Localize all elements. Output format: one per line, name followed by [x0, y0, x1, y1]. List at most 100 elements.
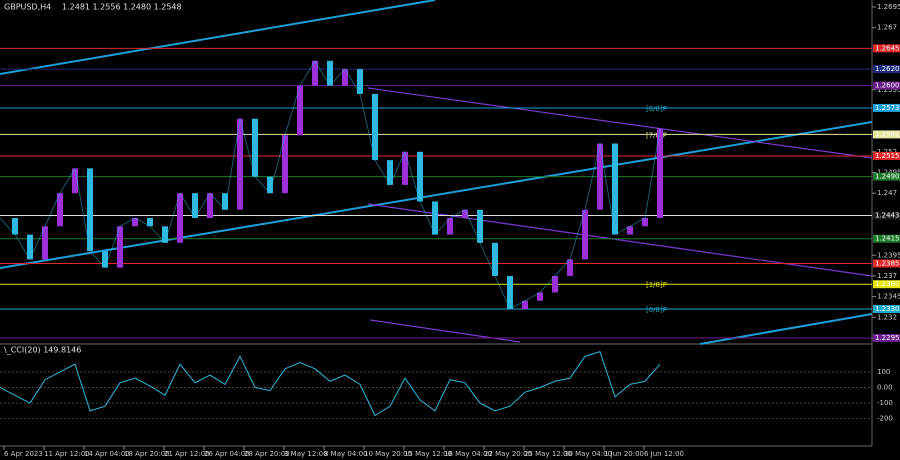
time-label: 21 Apr 12:00 — [164, 450, 210, 458]
time-label: 6 Apr 2023 — [4, 450, 43, 458]
candle — [282, 135, 288, 194]
level-box — [873, 172, 900, 181]
time-label: 11 Apr 12:00 — [44, 450, 90, 458]
candle — [357, 69, 363, 94]
level-box — [873, 103, 900, 112]
cci-tick-label: 0.00 — [877, 383, 893, 391]
price-tick-label: 1.2495 — [877, 169, 900, 177]
candle — [312, 60, 318, 86]
close-line — [0, 60, 661, 310]
time-label: 6 Jun 12:00 — [644, 450, 684, 458]
level-box — [873, 305, 900, 314]
cci-tick-label: 100 — [877, 368, 890, 376]
candle — [297, 85, 303, 136]
candle — [372, 93, 378, 161]
time-label: 3 May 12:00 — [284, 450, 328, 458]
candle — [612, 143, 618, 235]
candle — [252, 118, 258, 177]
price-tick-label: 1.267 — [877, 24, 897, 32]
level-label: 1.2360 — [875, 280, 900, 288]
candle — [552, 275, 558, 293]
candle — [87, 168, 93, 252]
price-tick-label: 1.237 — [877, 272, 897, 280]
candle — [207, 193, 213, 219]
price-tick-label: 1.232 — [877, 313, 897, 321]
candle — [72, 168, 78, 194]
time-label: 30 May 04:00 — [564, 450, 612, 458]
time-label: 26 Apr 04:00 — [204, 450, 250, 458]
candle — [447, 218, 453, 235]
ohlc: 1.2481 1.2556 1.2480 1.2548 — [62, 3, 182, 12]
time-label: 28 Apr 20:00 — [244, 450, 290, 458]
level-label: 1.2600 — [875, 82, 900, 90]
level-box — [873, 334, 900, 342]
candle — [387, 160, 393, 185]
symbol: GBPUSD,H4 — [4, 3, 51, 12]
candle — [327, 60, 333, 86]
price-tick-label: 1.2695 — [877, 3, 900, 11]
time-label: 25 May 12:00 — [524, 450, 572, 458]
candle — [177, 193, 183, 243]
level-box — [873, 151, 900, 160]
candle — [342, 69, 348, 86]
level-box — [873, 65, 900, 74]
candle — [492, 242, 498, 276]
channel-line — [699, 313, 873, 345]
time-label: 18 May 04:00 — [444, 450, 492, 458]
time-label: 18 Apr 20:00 — [124, 450, 170, 458]
trend-line — [367, 87, 873, 159]
time-label: 8 May 04:00 — [324, 450, 368, 458]
level-label: 1.2573 — [875, 104, 900, 112]
price-tick-label: 1.2595 — [877, 86, 900, 94]
murrey-label: [0/8]P — [646, 306, 667, 314]
candle — [237, 118, 243, 210]
candle — [57, 193, 63, 227]
level-label: 1.2515 — [875, 152, 900, 160]
candle — [657, 128, 663, 219]
level-box — [873, 259, 900, 268]
candle — [12, 218, 18, 235]
level-box — [873, 280, 900, 289]
candle — [192, 193, 198, 219]
level-label: 1.2443 — [875, 212, 900, 220]
time-label: 15 May 12:00 — [404, 450, 452, 458]
level-label: 1.2620 — [875, 65, 900, 73]
level-label: 1.2295 — [875, 334, 900, 342]
level-label: 1.2415 — [875, 235, 900, 243]
candle — [597, 143, 603, 210]
level-label: 1.2330 — [875, 305, 900, 313]
murrey-label: [7/8]P — [646, 131, 667, 139]
candle — [567, 259, 573, 276]
candle — [162, 226, 168, 243]
candle — [222, 193, 228, 210]
candle — [102, 251, 108, 268]
level-box — [873, 130, 900, 139]
cci-line — [0, 351, 661, 417]
level-box — [873, 234, 900, 243]
level-label: 1.2385 — [875, 260, 900, 268]
candle — [432, 201, 438, 235]
channel-line — [0, 0, 436, 75]
indicator-name: \_CCI(20) 149.8146 — [4, 346, 81, 355]
channel-line — [0, 121, 873, 269]
level-label: 1.2645 — [875, 44, 900, 52]
candle — [582, 209, 588, 260]
candle — [132, 218, 138, 227]
candle — [417, 151, 423, 202]
level-box — [873, 44, 900, 53]
time-label: 22 May 20:00 — [484, 450, 532, 458]
candle — [627, 226, 633, 235]
murrey-label: [6/8]P — [646, 105, 667, 113]
candle — [507, 275, 513, 310]
level-label: 1.2490 — [875, 173, 900, 181]
candle — [477, 209, 483, 243]
price-tick-label: 1.247 — [877, 189, 897, 197]
candle — [402, 151, 408, 185]
candle — [147, 218, 153, 227]
murrey-label: [1/8]P — [646, 281, 667, 289]
candle — [267, 176, 273, 194]
candle — [462, 209, 468, 219]
price-tick-label: 1.2345 — [877, 293, 900, 301]
